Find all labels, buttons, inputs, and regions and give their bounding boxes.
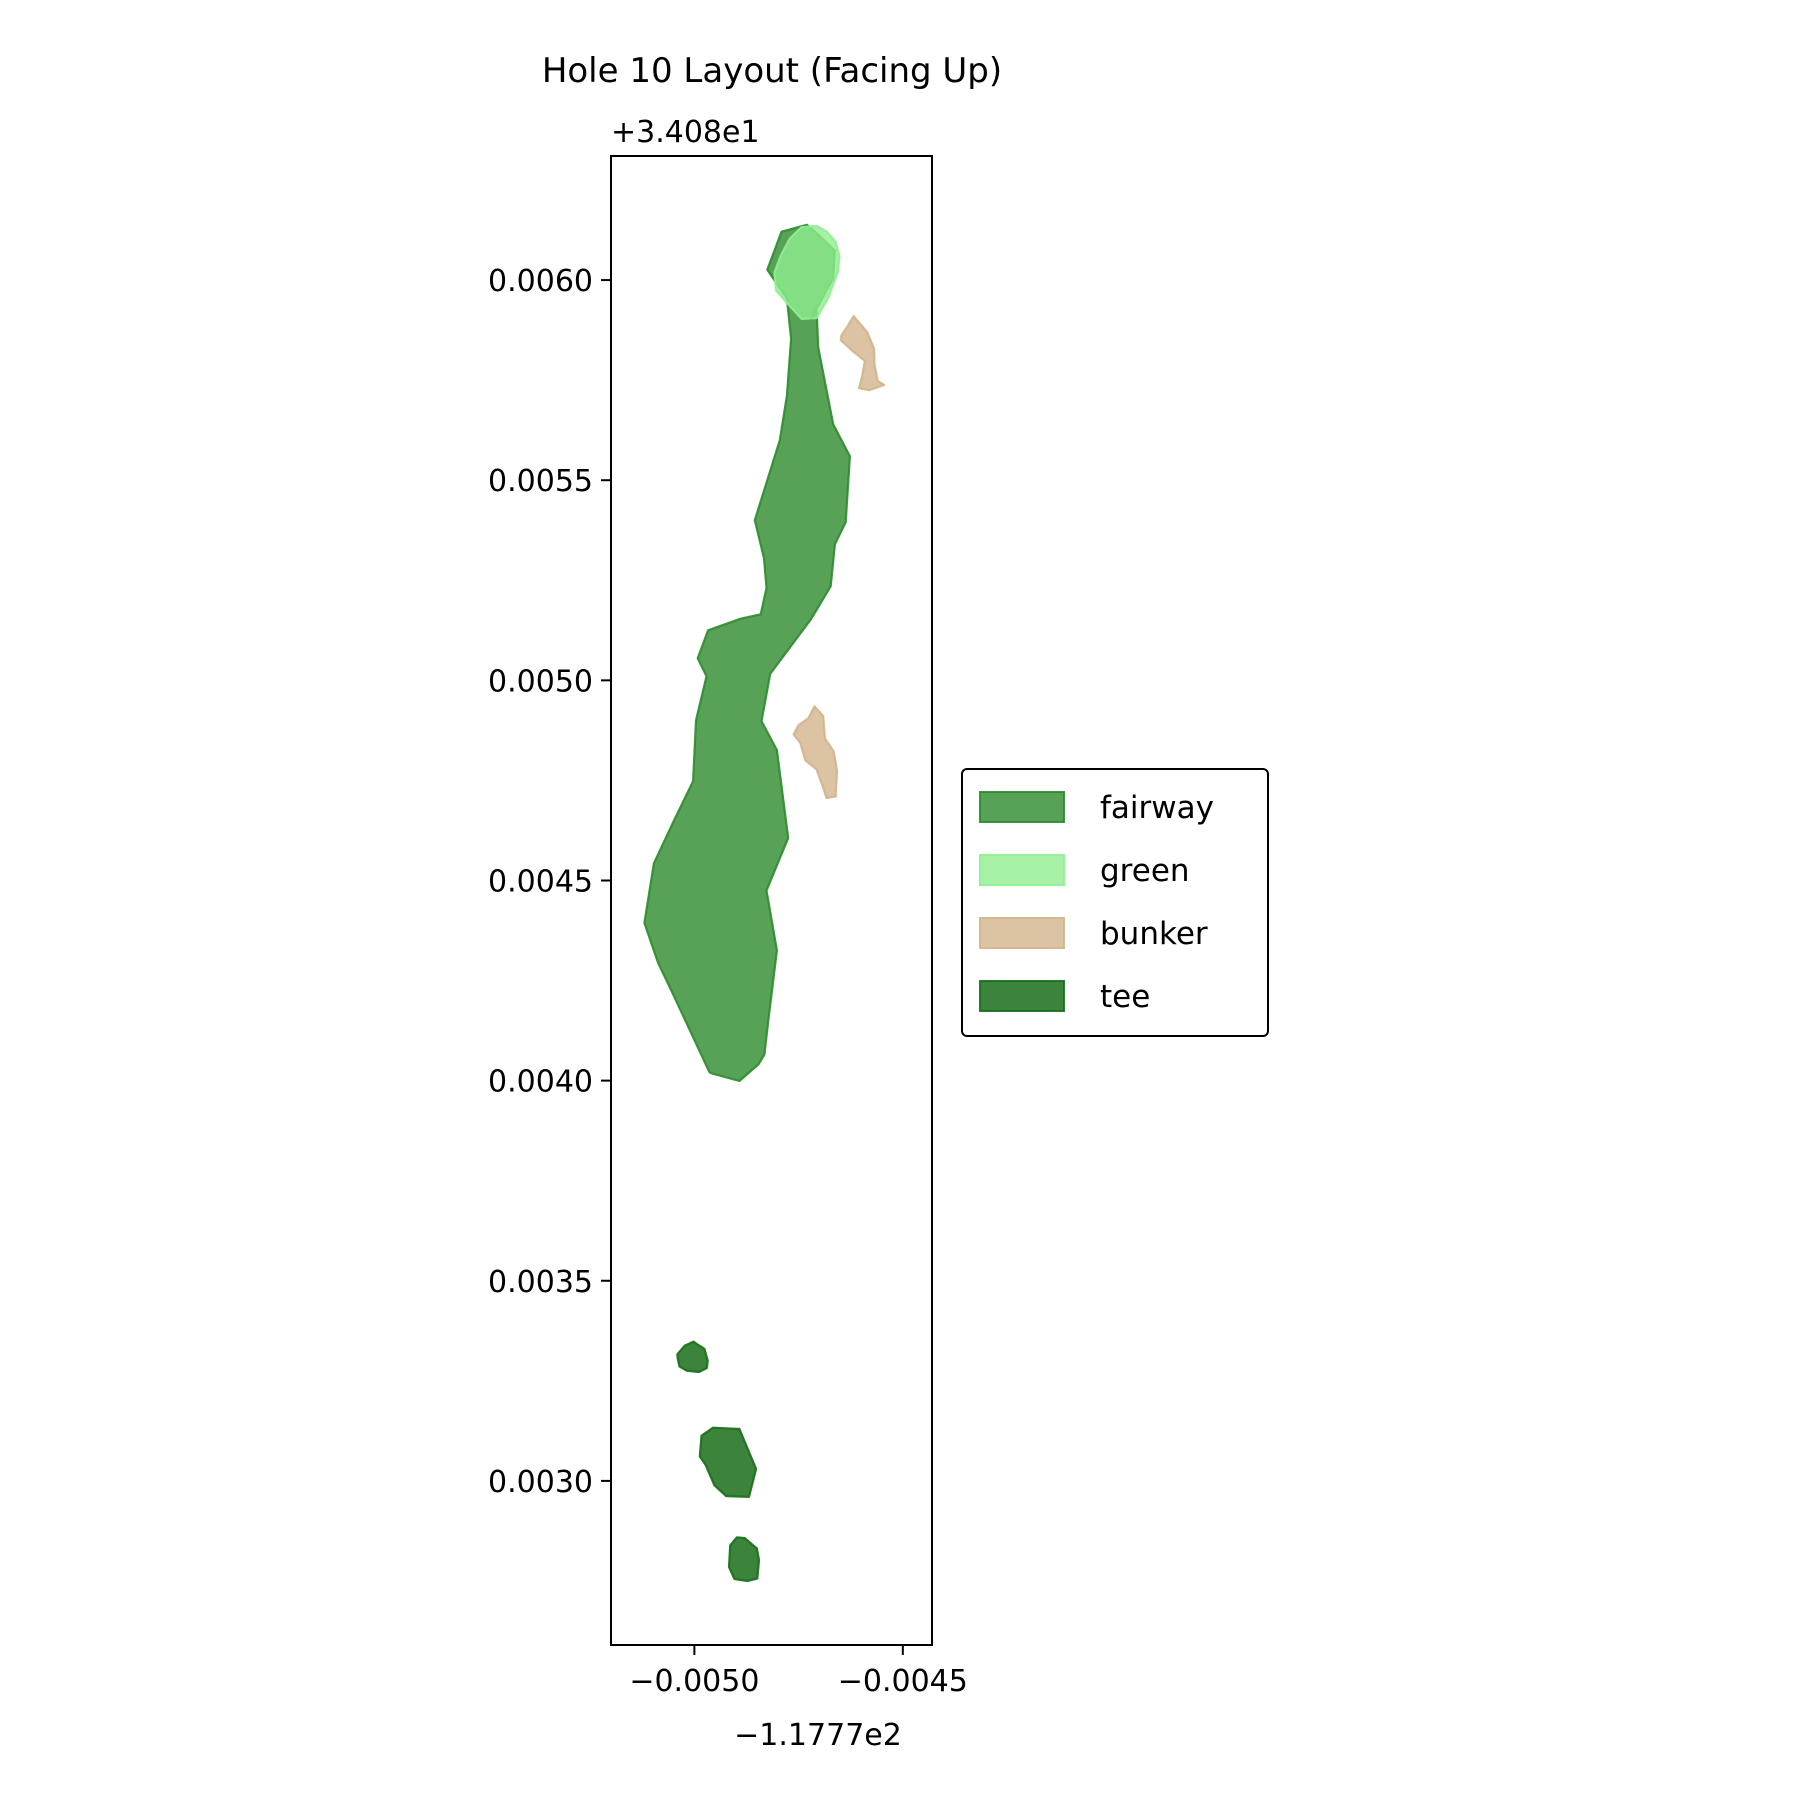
axes-frame	[610, 155, 933, 1646]
legend-frame	[961, 768, 1269, 1037]
bunker-polygon-3	[839, 315, 886, 392]
x-tick-label-2: −0.0045	[838, 1664, 968, 1699]
legend-label-green: green	[1100, 853, 1190, 889]
plot-area	[643, 223, 886, 1583]
y-tick-label-4: 0.0045	[488, 864, 593, 899]
y-tick-label-6: 0.0055	[488, 464, 593, 499]
x-tick-label-1: −0.0050	[629, 1664, 759, 1699]
legend-swatch-fairway	[979, 791, 1065, 823]
legend-label-fairway: fairway	[1100, 790, 1214, 826]
legend-label-bunker: bunker	[1100, 916, 1208, 952]
y-tick-label-3: 0.0040	[488, 1065, 593, 1100]
y-tick-label-1: 0.0030	[488, 1465, 593, 1500]
x-axis: −0.0050 −0.0045	[629, 1645, 968, 1699]
legend-swatch-tee	[979, 980, 1065, 1012]
y-offset-label: +3.408e1	[611, 115, 760, 150]
legend-swatch-green	[979, 854, 1065, 886]
y-tick-label-2: 0.0035	[488, 1265, 593, 1300]
y-axis: 0.0030 0.0035 0.0040 0.0045 0.0050 0.0055 0.00…	[488, 264, 611, 1500]
tee-polygon-5	[676, 1340, 709, 1374]
y-tick-label-5: 0.0050	[488, 664, 593, 699]
legend-swatch-bunker	[979, 917, 1065, 949]
legend: fairway green bunker tee	[961, 768, 1269, 1037]
chart-title: Hole 10 Layout (Facing Up)	[542, 51, 1002, 91]
legend-label-tee: tee	[1100, 979, 1150, 1015]
green-polygon-2	[773, 224, 841, 320]
x-offset-label: −1.1777e2	[734, 1718, 902, 1753]
y-tick-label-7: 0.0060	[488, 264, 593, 299]
tee-polygon-7	[727, 1536, 761, 1583]
bunker-polygon-4	[792, 705, 839, 800]
tee-polygon-6	[698, 1426, 758, 1499]
